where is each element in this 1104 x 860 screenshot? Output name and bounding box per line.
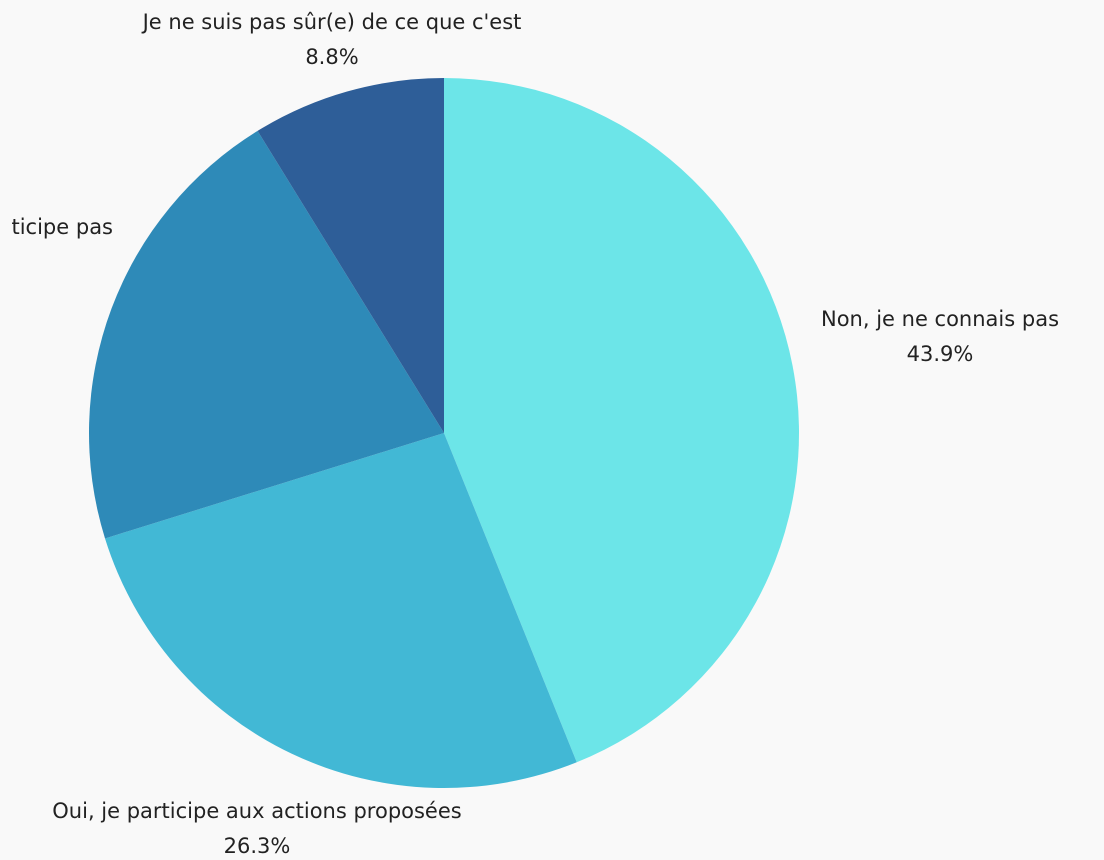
- slice-value-label: 26.3%: [224, 834, 291, 858]
- slice-value-label: 43.9%: [907, 342, 974, 366]
- slice-label: Oui, je participe aux actions proposées: [52, 799, 461, 823]
- slice-label: Je ne suis pas sûr(e) de ce que c'est: [141, 10, 522, 34]
- slice-label: Non, je ne connais pas: [821, 307, 1059, 331]
- pie-slice: [444, 78, 799, 763]
- pie-slice: [257, 78, 444, 433]
- pie-slice: [105, 433, 577, 788]
- pie-slice: [89, 130, 445, 539]
- slice-value-label: 8.8%: [305, 45, 358, 69]
- slice-label: ticipe pas: [11, 215, 113, 239]
